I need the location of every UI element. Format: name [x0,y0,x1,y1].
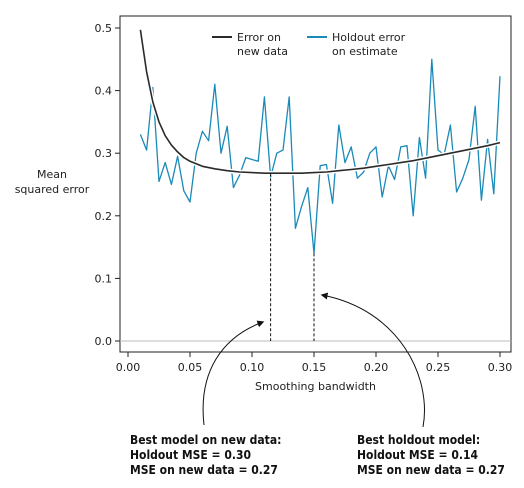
legend-label: Holdout error [332,31,406,44]
axes: 0.00 0.05 0.10 0.15 0.20 0.25 0.30 0.0 0.1 0.2 0.3… [95,15,513,374]
y-axis-title: Mean squared error [15,168,90,196]
annotation-line: MSE on new data = 0.27 [130,463,278,477]
legend-label: new data [237,45,288,58]
y-tick-label: 0.5 [95,22,113,35]
annotation-line: Holdout MSE = 0.30 [130,448,251,462]
annotation-arrows [202,292,425,428]
arrow-best-holdout [320,292,425,428]
x-tick-label: 0.00 [116,361,141,374]
x-tick-label: 0.10 [240,361,265,374]
y-tick-label: 0.0 [95,335,113,348]
annotation-line: Holdout MSE = 0.14 [357,448,478,462]
legend-label: Error on [237,31,281,44]
series-error-new-data [139,29,501,174]
x-tick-label: 0.30 [488,361,513,374]
series-layer [138,29,501,255]
y-tick-label: 0.4 [95,85,113,98]
x-tick-label: 0.15 [302,361,327,374]
annotation-line: Best model on new data: [130,433,281,447]
series-error-new-halo [138,29,501,176]
arrow-best-new-data [202,320,265,426]
y-tick-label: 0.3 [95,147,113,160]
annotation-line: Best holdout model: [357,433,480,447]
annotations: Best model on new data:Holdout MSE = 0.3… [130,433,505,477]
x-tick-label: 0.20 [364,361,389,374]
y-tick-label: 0.1 [95,272,113,285]
plot-frame [119,15,512,353]
x-tick-label: 0.25 [426,361,451,374]
legend-label: on estimate [332,45,398,58]
y-axis-title-line: Mean [37,168,67,181]
y-tick-label: 0.2 [95,210,113,223]
x-axis-title: Smoothing bandwidth [255,380,376,393]
annotation-line: MSE on new data = 0.27 [357,463,505,477]
y-axis-title-line: squared error [15,183,90,196]
x-tick-label: 0.05 [178,361,203,374]
series-holdout-error [139,58,501,255]
marker-layer [270,173,315,341]
